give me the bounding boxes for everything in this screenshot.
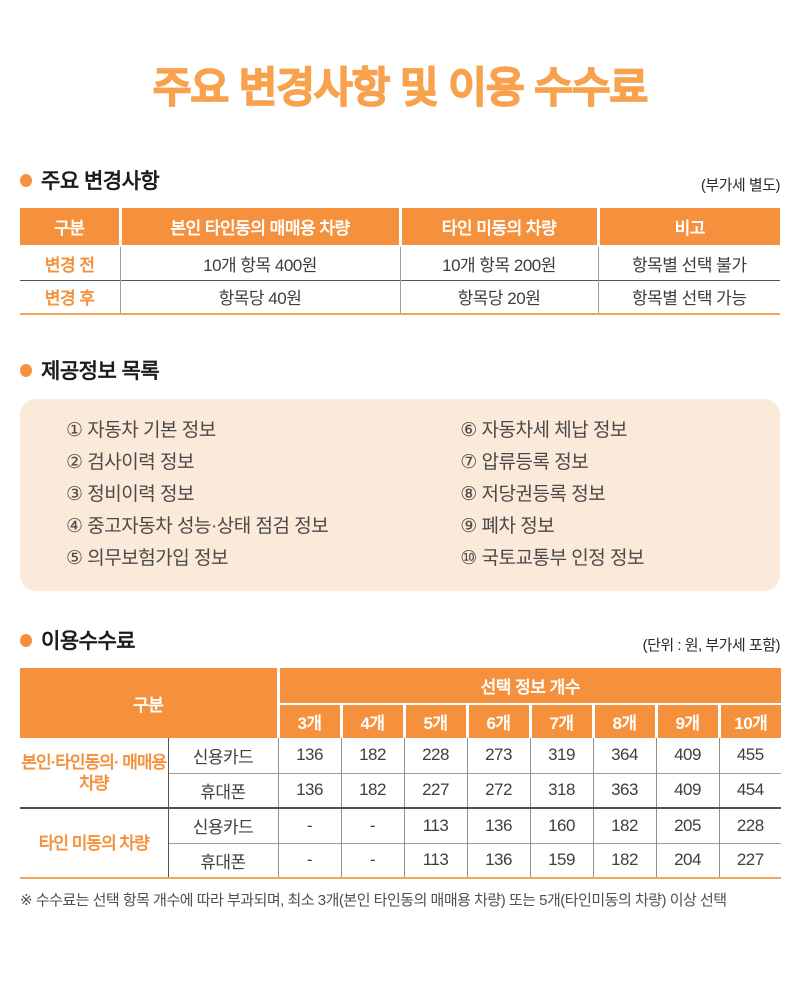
page-title: 주요 변경사항 및 이용 수수료	[152, 63, 649, 112]
table-row: 본인·타인동의· 매매용 차량 신용카드 136 182 228 273 319…	[20, 738, 782, 808]
list-item: ④ 중고자동차 성능·상태 점검 정보	[66, 516, 329, 537]
list-item: ⑤ 의무보험가입 정보	[66, 548, 228, 569]
changes-section-title: 주요 변경사항	[41, 170, 160, 193]
cell-before-nonconsented: 10개 항목 200원	[399, 246, 598, 280]
fee-cell: 318	[529, 772, 593, 808]
bullet-icon	[20, 173, 32, 187]
fee-cell: -	[340, 842, 404, 878]
list-item: ⑩ 국토교통부 인정 정보	[460, 548, 644, 569]
fee-cell: 228	[403, 738, 467, 773]
notice-page: 주요 변경사항 및 이용 수수료 주요 변경사항 (부가세 별도) 구분 본인 …	[0, 54, 800, 912]
fee-header-count-7: 7개	[528, 704, 593, 738]
changes-section-header: 주요 변경사항 (부가세 별도)	[20, 165, 781, 195]
info-section-header: 제공정보 목록	[20, 355, 780, 385]
fee-cell: 409	[655, 738, 719, 773]
table-row: 타인 미동의 차량 신용카드 - - 113 136 160 182 205 2…	[20, 807, 782, 878]
fee-method-creditcard: 신용카드	[167, 738, 278, 773]
fee-header-count-10: 10개	[717, 704, 782, 738]
info-list-left-column: ① 자동차 기본 정보 ② 검사이력 정보 ③ 정비이력 정보 ④ 중고자동차 …	[66, 415, 460, 575]
fee-cell: 455	[718, 738, 782, 773]
fee-cell: 159	[529, 842, 593, 878]
fee-cell: 454	[718, 772, 782, 808]
fee-cell: 136	[277, 772, 341, 808]
info-list-right-column: ⑥ 자동차세 체납 정보 ⑦ 압류등록 정보 ⑧ 저당권등록 정보 ⑨ 폐차 정…	[460, 415, 770, 575]
fee-cell: 409	[655, 772, 719, 808]
unit-vat-included-note: (단위 : 원, 부가세 포함)	[642, 637, 781, 654]
fee-cell: 228	[718, 807, 782, 843]
cell-before-remarks: 항목별 선택 불가	[597, 246, 780, 280]
fee-group-label-consented: 본인·타인동의· 매매용 차량	[20, 738, 168, 808]
fee-footnote: ※ 수수료는 선택 항목 개수에 따라 부과되며, 최소 3개(본인 타인동의 …	[20, 892, 727, 909]
fee-cell: 182	[340, 772, 404, 808]
changes-table-header-row: 구분 본인 타인동의 매매용 차량 타인 미동의 차량 비고	[20, 208, 780, 247]
cell-after-consented: 항목당 40원	[119, 279, 400, 314]
fee-cell: 136	[466, 842, 530, 878]
fee-table: 구분 선택 정보 개수 3개 4개 5개 6개 7개 8개 9개 10개 본인·…	[20, 668, 782, 879]
changes-header-category: 구분	[20, 208, 120, 247]
list-item: ⑥ 자동차세 체납 정보	[460, 420, 627, 441]
fee-cell: 113	[403, 842, 467, 878]
fee-cell: 182	[340, 738, 404, 773]
fee-cell: 182	[592, 807, 656, 843]
list-item: ⑧ 저당권등록 정보	[460, 484, 606, 505]
fee-header-count-3: 3개	[276, 704, 341, 738]
fee-header-selected-count: 선택 정보 개수	[276, 668, 782, 705]
fee-cell: 363	[592, 772, 656, 808]
fee-cell: 364	[592, 738, 656, 773]
changes-header-remarks: 비고	[596, 208, 780, 247]
list-item: ⑨ 폐차 정보	[460, 516, 555, 537]
row-label-after: 변경 후	[20, 279, 120, 314]
table-row: 변경 후 항목당 40원 항목당 20원 항목별 선택 가능	[20, 279, 780, 314]
fee-cell: 204	[655, 842, 719, 878]
cell-after-nonconsented: 항목당 20원	[399, 279, 598, 314]
changes-header-consented-vehicle: 본인 타인동의 매매용 차량	[118, 208, 400, 247]
fee-header-category: 구분	[20, 668, 278, 738]
fee-cell: -	[277, 807, 341, 843]
table-row: 휴대폰 - - 113 136 159 182 204 227	[20, 842, 782, 878]
fee-cell: 113	[403, 807, 467, 843]
fee-method-creditcard: 신용카드	[167, 807, 278, 843]
fee-header-row-2: 3개 4개 5개 6개 7개 8개 9개 10개	[20, 704, 782, 738]
list-item: ⑦ 압류등록 정보	[460, 452, 589, 473]
fee-cell: 227	[403, 772, 467, 808]
bullet-icon	[20, 633, 32, 647]
changes-header-nonconsented-vehicle: 타인 미동의 차량	[398, 208, 598, 247]
table-row: 변경 전 10개 항목 400원 10개 항목 200원 항목별 선택 불가	[20, 246, 780, 280]
list-item: ② 검사이력 정보	[66, 452, 194, 473]
fee-method-mobile: 휴대폰	[167, 842, 278, 878]
info-section-title: 제공정보 목록	[41, 360, 160, 383]
fee-cell: 273	[466, 738, 530, 773]
list-item: ③ 정비이력 정보	[66, 484, 194, 505]
bullet-icon	[20, 363, 32, 377]
fee-cell: 227	[718, 842, 782, 878]
fee-method-mobile: 휴대폰	[167, 772, 278, 808]
table-row: 휴대폰 136 182 227 272 318 363 409 454	[20, 772, 782, 808]
fee-header-count-4: 4개	[339, 704, 404, 738]
fee-cell: 182	[592, 842, 656, 878]
fee-cell: 205	[655, 807, 719, 843]
provided-info-list-box: ① 자동차 기본 정보 ② 검사이력 정보 ③ 정비이력 정보 ④ 중고자동차 …	[20, 399, 780, 591]
fee-header-count-9: 9개	[654, 704, 719, 738]
fee-header-count-6: 6개	[465, 704, 530, 738]
fee-header-count-5: 5개	[402, 704, 467, 738]
fee-section-header: 이용수수료 (단위 : 원, 부가세 포함)	[20, 625, 781, 655]
fee-section-title: 이용수수료	[41, 630, 136, 653]
fee-header-count-8: 8개	[591, 704, 656, 738]
vat-excluded-note: (부가세 별도)	[700, 177, 781, 194]
cell-before-consented: 10개 항목 400원	[119, 246, 400, 280]
cell-after-remarks: 항목별 선택 가능	[597, 279, 780, 314]
fee-group-label-nonconsented: 타인 미동의 차량	[20, 807, 168, 878]
fee-cell: 160	[529, 807, 593, 843]
fee-header-row-1: 구분 선택 정보 개수	[20, 668, 782, 738]
fee-cell: -	[277, 842, 341, 878]
fee-cell: 319	[529, 738, 593, 773]
fee-cell: 136	[466, 807, 530, 843]
fee-cell: 136	[277, 738, 341, 773]
list-item: ① 자동차 기본 정보	[66, 420, 216, 441]
row-label-before: 변경 전	[20, 246, 120, 280]
fee-cell: 272	[466, 772, 530, 808]
fee-cell: -	[340, 807, 404, 843]
changes-table: 구분 본인 타인동의 매매용 차량 타인 미동의 차량 비고 변경 전 10개 …	[20, 208, 780, 315]
